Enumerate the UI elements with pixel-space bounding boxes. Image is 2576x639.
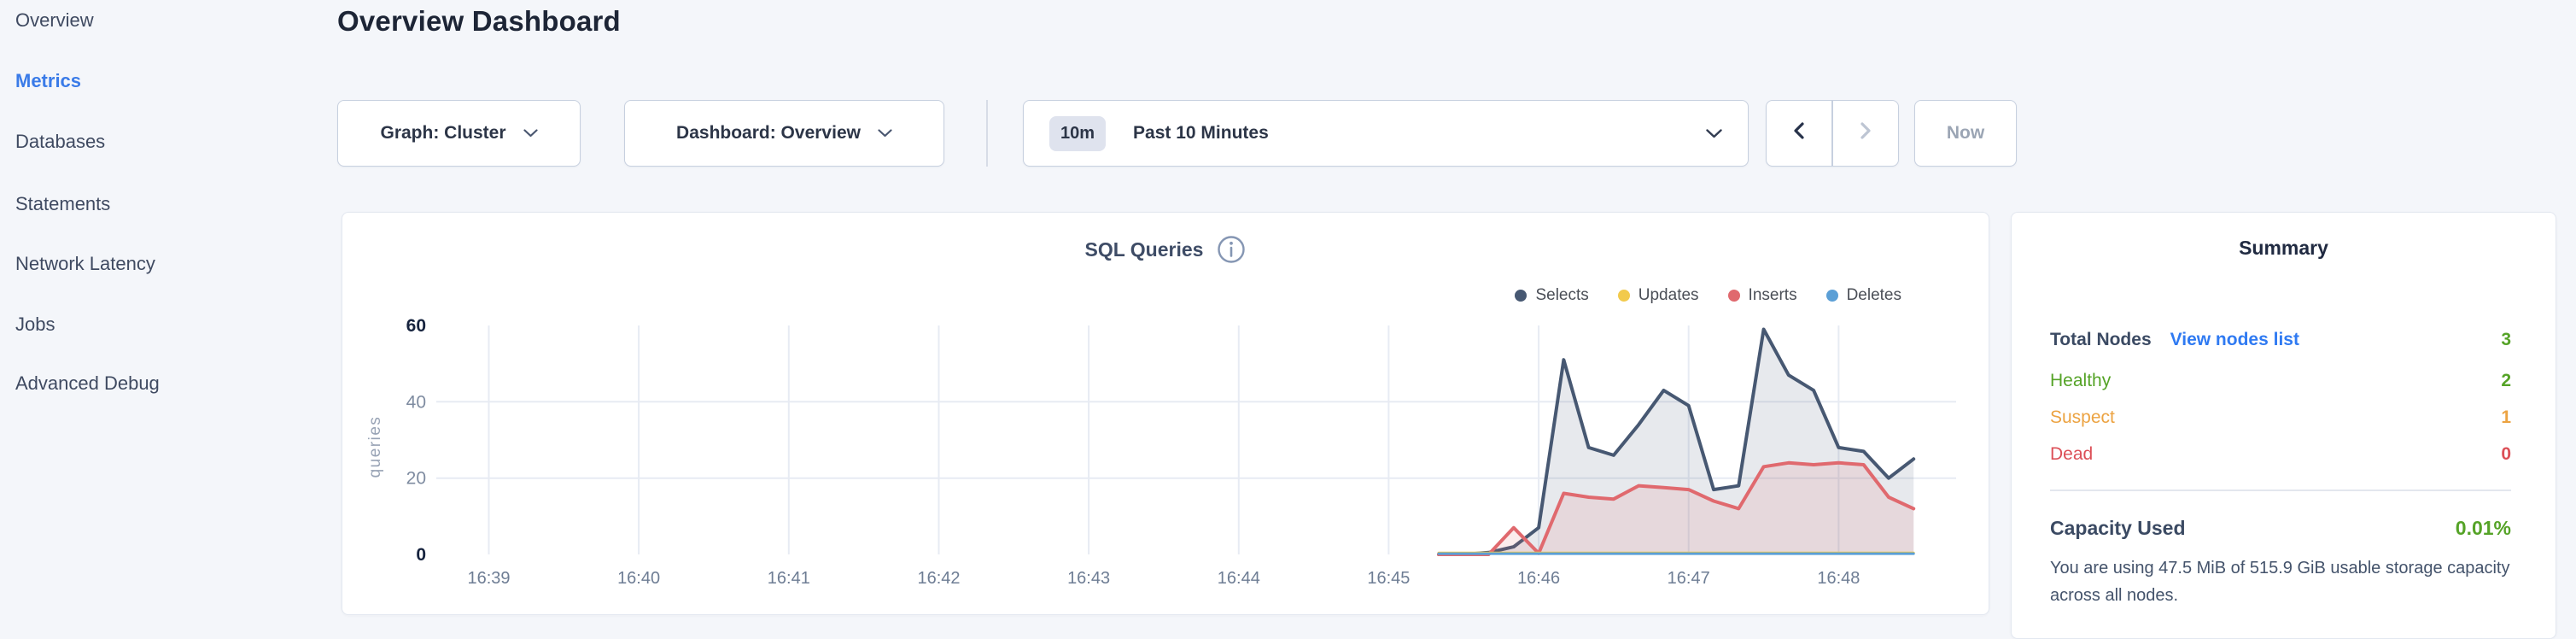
svg-text:queries: queries [366,416,384,478]
controls-divider [986,100,988,167]
legend-label: Deletes [1846,286,1901,304]
view-nodes-list-link[interactable]: View nodes list [2170,330,2299,349]
chevron-right-icon [1859,121,1872,145]
svg-text:16:47: 16:47 [1668,569,1710,588]
summary-row-healthy: Healthy 2 [2050,368,2511,394]
info-icon[interactable] [1217,235,1246,264]
summary-card: Summary Total Nodes View nodes list 3 He… [2011,212,2556,639]
legend-item-selects[interactable]: Selects [1515,286,1589,305]
time-range-picker[interactable]: 10m Past 10 Minutes [1023,100,1749,167]
legend-item-updates[interactable]: Updates [1617,286,1699,305]
summary-row-total-nodes: Total Nodes View nodes list 3 [2050,327,2511,353]
svg-text:16:39: 16:39 [467,569,510,588]
legend-label: Selects [1535,286,1589,304]
chevron-left-icon [1792,121,1806,145]
legend-item-deletes[interactable]: Deletes [1825,286,1901,305]
chevron-down-icon [523,129,538,138]
svg-text:16:43: 16:43 [1067,569,1110,588]
chevron-down-icon [1706,128,1722,138]
time-step-group [1766,100,1899,167]
suspect-label: Suspect [2050,407,2115,427]
sidebar-item-advanced-debug[interactable]: Advanced Debug [15,372,160,394]
dashboard-dropdown[interactable]: Dashboard: Overview [624,100,944,167]
series-dot-icon [1515,290,1527,302]
summary-row-dead: Dead 0 [2050,442,2511,467]
legend-label: Updates [1638,286,1699,304]
sidebar-item-metrics[interactable]: Metrics [15,70,82,91]
time-range-label: Past 10 Minutes [1133,123,1269,143]
summary-title: Summary [2239,237,2328,259]
time-step-back-button[interactable] [1767,101,1831,166]
time-range-badge: 10m [1049,115,1107,151]
svg-text:16:40: 16:40 [617,569,660,588]
svg-text:16:42: 16:42 [917,569,960,588]
graph-dropdown-label: Graph: Cluster [380,123,506,143]
arrow-separator [1831,101,1833,166]
legend-item-inserts[interactable]: Inserts [1727,286,1797,305]
series-dot-icon [1825,290,1838,302]
svg-text:16:46: 16:46 [1517,569,1560,588]
svg-text:0: 0 [416,545,426,565]
svg-text:16:41: 16:41 [768,569,810,588]
svg-text:60: 60 [406,316,426,336]
svg-text:16:44: 16:44 [1218,569,1260,588]
capacity-used-label: Capacity Used [2050,516,2186,539]
sidebar-item-jobs[interactable]: Jobs [15,314,55,335]
svg-text:16:45: 16:45 [1367,569,1410,588]
sql-queries-chart[interactable]: 0 20 40 60 queries 16:39 16:40 16:41 16:42 16:43 1… [342,213,1990,616]
total-nodes-value: 3 [2501,330,2511,349]
chevron-down-icon [878,129,892,138]
sidebar-item-network-latency[interactable]: Network Latency [15,253,155,274]
time-step-forward-button[interactable] [1833,101,1898,166]
summary-divider [2050,490,2511,491]
chart-legend: Selects Updates Inserts Deletes [1515,286,1901,305]
capacity-description: You are using 47.5 MiB of 515.9 GiB usab… [2050,559,2510,606]
legend-label: Inserts [1748,286,1797,304]
dead-value: 0 [2501,444,2511,464]
suspect-value: 1 [2501,407,2511,427]
svg-text:40: 40 [406,392,426,412]
sql-queries-card: SQL Queries Selects Updates Inserts Dele… [342,212,1989,615]
sidebar-item-overview[interactable]: Overview [15,9,94,31]
dead-label: Dead [2050,444,2094,464]
page-title: Overview Dashboard [337,5,621,37]
graph-dropdown[interactable]: Graph: Cluster [337,100,581,167]
dashboard-dropdown-label: Dashboard: Overview [676,123,861,143]
capacity-used-value: 0.01% [2455,516,2511,539]
sidebar-item-databases[interactable]: Databases [15,131,106,152]
healthy-label: Healthy [2050,371,2112,390]
total-nodes-label: Total Nodes [2050,330,2152,349]
chart-title: SQL Queries [1084,237,1204,261]
healthy-value: 2 [2501,371,2511,390]
sidebar: Overview Metrics Databases Statements Ne… [0,0,318,624]
capacity-row: Capacity Used 0.01% [2050,513,2511,542]
svg-text:20: 20 [406,469,426,489]
svg-text:16:48: 16:48 [1817,569,1860,588]
sidebar-item-statements[interactable]: Statements [15,193,111,214]
summary-row-suspect: Suspect 1 [2050,405,2511,431]
series-dot-icon [1617,290,1630,302]
series-dot-icon [1727,290,1740,302]
now-button[interactable]: Now [1914,100,2017,167]
